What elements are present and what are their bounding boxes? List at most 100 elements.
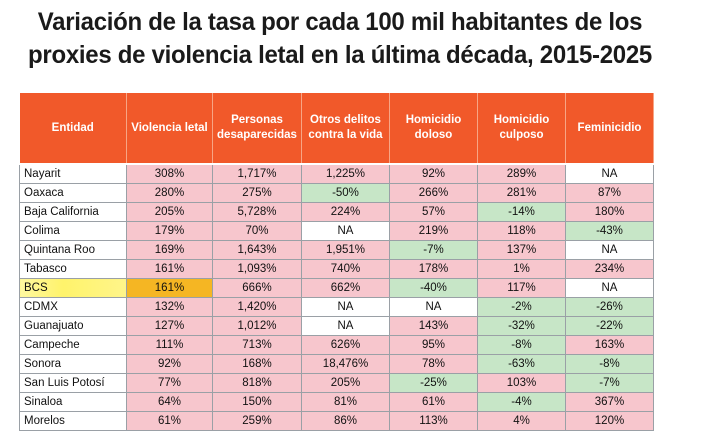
cell-value: 61% [126,411,213,431]
cell-value: 92% [389,163,478,184]
cell-value: 180% [565,202,654,222]
table-row: Sonora 92% 168% 18,476% 78% -63% -8% [19,354,654,374]
cell-value: -50% [301,183,390,203]
cell-entidad: Oaxaca [19,183,127,203]
cell-value: 150% [212,392,302,412]
cell-value: 143% [389,316,478,336]
cell-value: NA [565,278,654,298]
cell-entidad: Morelos [19,411,127,431]
cell-value: 169% [126,240,213,260]
cell-value: 163% [565,335,654,355]
cell-value: 662% [301,278,390,298]
cell-value: 1,225% [301,163,390,184]
cell-value: NA [389,297,478,317]
cell-entidad: Baja California [19,202,127,222]
cell-value: -4% [477,392,566,412]
cell-value: 168% [212,354,302,374]
cell-value: 1,717% [212,163,302,184]
cell-value: -63% [477,354,566,374]
cell-value: 1,643% [212,240,302,260]
cell-value: 78% [389,354,478,374]
cell-value: 266% [389,183,478,203]
cell-value: 92% [126,354,213,374]
col-header-otros-delitos: Otros delitos contra la vida [301,93,390,165]
table-row: Quintana Roo 169% 1,643% 1,951% -7% 137% NA [19,240,654,260]
cell-value: 289% [477,163,566,184]
table-row: Oaxaca 280% 275% -50% 266% 281% 87% [19,183,654,203]
cell-entidad: Sonora [19,354,127,374]
cell-value: 87% [565,183,654,203]
cell-value: 132% [126,297,213,317]
table-row: Colima 179% 70% NA 219% 118% -43% [19,221,654,241]
cell-entidad: Nayarit [19,163,127,184]
table-row: Nayarit 308% 1,717% 1,225% 92% 289% NA [19,163,654,184]
cell-value: 127% [126,316,213,336]
cell-entidad: Guanajuato [19,316,127,336]
cell-value: NA [301,316,390,336]
cell-value: NA [565,163,654,184]
cell-entidad: Campeche [19,335,127,355]
cell-value: 281% [477,183,566,203]
cell-value: 61% [389,392,478,412]
col-header-personas-desaparecidas: Personas desaparecidas [212,93,302,165]
cell-value: -2% [477,297,566,317]
table-row: Tabasco 161% 1,093% 740% 178% 1% 234% [19,259,654,279]
cell-value: 205% [126,202,213,222]
cell-value: 308% [126,163,213,184]
cell-value: 1,012% [212,316,302,336]
table-row: BCS 161% 666% 662% -40% 117% NA [19,278,654,298]
cell-value: 275% [212,183,302,203]
cell-entidad: Sinaloa [19,392,127,412]
violence-rate-table: Entidad Violencia letal Personas desapar… [19,93,654,431]
cell-value: -14% [477,202,566,222]
cell-value: -25% [389,373,478,393]
cell-entidad: CDMX [19,297,127,317]
table-row: Guanajuato 127% 1,012% NA 143% -32% -22% [19,316,654,336]
cell-value: 1,420% [212,297,302,317]
cell-value: 224% [301,202,390,222]
table-body: Nayarit 308% 1,717% 1,225% 92% 289% NA Oaxaca 28… [19,163,654,431]
cell-value: 81% [301,392,390,412]
cell-value: 1,093% [212,259,302,279]
cell-value: 70% [212,221,302,241]
cell-value: 1,951% [301,240,390,260]
col-header-feminicidio: Feminicidio [565,93,654,165]
cell-value: -40% [389,278,478,298]
table-header-row: Entidad Violencia letal Personas desapar… [19,93,654,165]
cell-value: 137% [477,240,566,260]
cell-value: 178% [389,259,478,279]
table-row: CDMX 132% 1,420% NA NA -2% -26% [19,297,654,317]
cell-entidad: Colima [19,221,127,241]
cell-value: 367% [565,392,654,412]
cell-value: NA [301,297,390,317]
cell-value: -26% [565,297,654,317]
cell-value: 219% [389,221,478,241]
cell-value: 740% [301,259,390,279]
cell-entidad: Quintana Roo [19,240,127,260]
table-row: Campeche 111% 713% 626% 95% -8% 163% [19,335,654,355]
cell-entidad: Tabasco [19,259,127,279]
cell-value: 103% [477,373,566,393]
cell-value: -8% [477,335,566,355]
cell-value: 5,728% [212,202,302,222]
cell-value: 161% [126,259,213,279]
page-title: Variación de la tasa por cada 100 mil ha… [14,6,667,72]
cell-value: NA [565,240,654,260]
table-row: San Luis Potosí 77% 818% 205% -25% 103% -7% [19,373,654,393]
cell-value: -8% [565,354,654,374]
cell-value: 1% [477,259,566,279]
col-header-homicidio-doloso: Homicidio doloso [389,93,478,165]
cell-value: -43% [565,221,654,241]
col-header-entidad: Entidad [19,93,127,165]
cell-value: -7% [389,240,478,260]
cell-value: 666% [212,278,302,298]
cell-value: 113% [389,411,478,431]
cell-entidad: BCS [19,278,127,298]
cell-value: 57% [389,202,478,222]
title-line-1: Variación de la tasa por cada 100 mil ha… [37,8,643,36]
cell-value: 713% [212,335,302,355]
cell-value: 64% [126,392,213,412]
title-line-2: proxies de violencia letal en la última … [28,41,652,69]
cell-value: 4% [477,411,566,431]
col-header-homicidio-culposo: Homicidio culposo [477,93,566,165]
